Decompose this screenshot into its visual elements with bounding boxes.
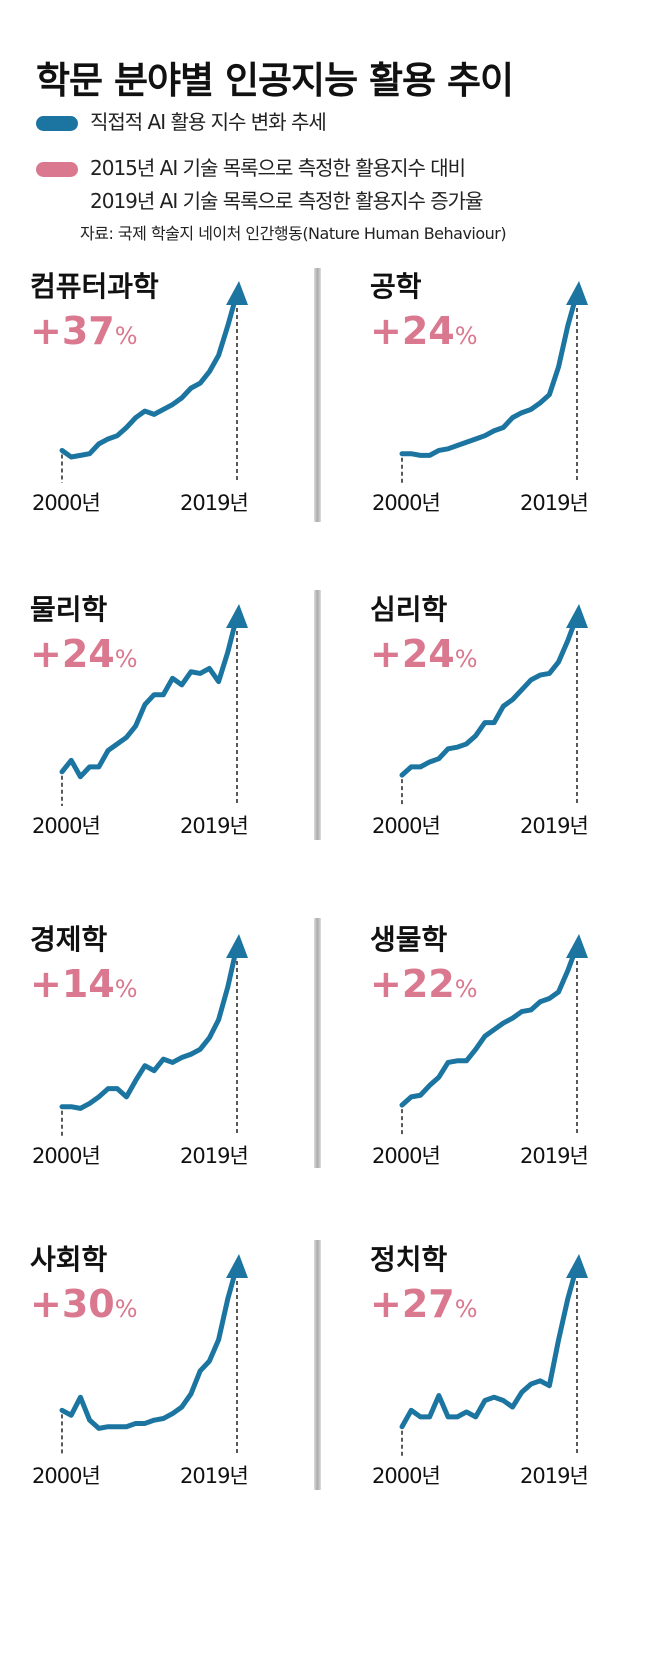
increase-value: +37 — [30, 309, 115, 353]
field-name: 생물학 — [370, 923, 448, 956]
arrow-head-icon — [566, 604, 588, 628]
x-end-label: 2019년 — [520, 814, 589, 838]
trend-line — [399, 290, 580, 458]
trend-chart — [399, 604, 588, 806]
x-end-label: 2019년 — [520, 491, 589, 515]
increase-value: +22 — [370, 962, 455, 1006]
source-note: 자료: 국제 학술지 네이처 인간행동(Nature Human Behavio… — [80, 224, 507, 243]
trend-line — [399, 1263, 580, 1430]
trend-chart — [399, 1254, 588, 1456]
percent-sign: % — [114, 645, 138, 673]
field-name: 정치학 — [370, 1243, 448, 1276]
panel-divider — [314, 590, 321, 840]
increase-value: +30 — [30, 1282, 115, 1326]
x-end-label: 2019년 — [180, 814, 249, 838]
percent-sign: % — [114, 322, 138, 350]
field-name: 심리학 — [370, 593, 448, 626]
percent-sign: % — [454, 975, 478, 1003]
panel-7: 정치학 +27% 2000년 2019년 — [370, 1238, 658, 1558]
x-start-label: 2000년 — [32, 1464, 101, 1488]
arrow-head-icon — [226, 934, 248, 958]
arrow-head-icon — [566, 934, 588, 958]
panel-5: 생물학 +22% 2000년 2019년 — [370, 918, 658, 1238]
increase-rate: +24% — [30, 632, 138, 676]
percent-sign: % — [454, 645, 478, 673]
increase-value: +24 — [370, 632, 455, 676]
legend-swatch-pink — [36, 162, 78, 177]
x-start-label: 2000년 — [372, 814, 441, 838]
percent-sign: % — [454, 1295, 478, 1323]
panel-divider — [314, 1240, 321, 1490]
legend-item-trend: 직접적 AI 활용 지수 변화 추세 — [36, 106, 327, 135]
trend-line — [59, 290, 240, 460]
panel-2: 물리학 +24% 2000년 2019년 — [30, 588, 320, 908]
chart-title: 학문 분야별 인공지능 활용 추이 — [36, 59, 514, 102]
arrow-head-icon — [226, 281, 248, 305]
arrow-head-icon — [566, 1254, 588, 1278]
x-start-label: 2000년 — [32, 1144, 101, 1168]
field-name: 사회학 — [30, 1243, 108, 1276]
field-name: 공학 — [370, 270, 422, 303]
x-end-label: 2019년 — [180, 1464, 249, 1488]
x-start-label: 2000년 — [372, 491, 441, 515]
trend-line — [399, 943, 580, 1108]
field-name: 컴퓨터과학 — [30, 270, 159, 303]
panel-3: 심리학 +24% 2000년 2019년 — [370, 588, 658, 908]
trend-chart — [59, 604, 248, 806]
panel-6: 사회학 +30% 2000년 2019년 — [30, 1238, 320, 1558]
percent-sign: % — [114, 1295, 138, 1323]
panel-0: 컴퓨터과학 +37% 2000년 2019년 — [30, 265, 320, 585]
increase-rate: +27% — [370, 1282, 478, 1326]
increase-value: +24 — [370, 309, 455, 353]
increase-rate: +14% — [30, 962, 138, 1006]
trend-chart — [59, 281, 248, 483]
trend-chart — [59, 934, 248, 1136]
x-start-label: 2000년 — [372, 1144, 441, 1168]
trend-chart — [399, 934, 588, 1136]
panel-divider — [314, 268, 321, 522]
trend-line — [59, 1263, 240, 1431]
panel-1: 공학 +24% 2000년 2019년 — [370, 265, 658, 585]
increase-rate: +24% — [370, 632, 478, 676]
increase-rate: +22% — [370, 962, 478, 1006]
legend-item-increase: 2015년 AI 기술 목록으로 측정한 활용지수 대비 — [36, 152, 466, 181]
increase-value: +24 — [30, 632, 115, 676]
panel-4: 경제학 +14% 2000년 2019년 — [30, 918, 320, 1238]
field-name: 물리학 — [30, 593, 108, 626]
x-end-label: 2019년 — [180, 1144, 249, 1168]
arrow-head-icon — [226, 604, 248, 628]
panel-divider — [314, 918, 321, 1168]
increase-value: +14 — [30, 962, 115, 1006]
percent-sign: % — [114, 975, 138, 1003]
legend-label-line2: 2019년 AI 기술 목록으로 측정한 활용지수 증가율 — [90, 189, 483, 213]
trend-chart — [399, 281, 588, 483]
legend-label: 직접적 AI 활용 지수 변화 추세 — [90, 110, 327, 134]
increase-rate: +37% — [30, 309, 138, 353]
percent-sign: % — [454, 322, 478, 350]
trend-chart — [59, 1254, 248, 1456]
x-end-label: 2019년 — [520, 1144, 589, 1168]
arrow-head-icon — [566, 281, 588, 305]
x-end-label: 2019년 — [520, 1464, 589, 1488]
legend-swatch-blue — [36, 116, 78, 131]
trend-line — [59, 613, 240, 780]
increase-value: +27 — [370, 1282, 455, 1326]
x-start-label: 2000년 — [32, 491, 101, 515]
arrow-head-icon — [226, 1254, 248, 1278]
x-end-label: 2019년 — [180, 491, 249, 515]
increase-rate: +24% — [370, 309, 478, 353]
x-start-label: 2000년 — [32, 814, 101, 838]
legend-label: 2015년 AI 기술 목록으로 측정한 활용지수 대비 — [90, 156, 466, 180]
trend-line — [399, 613, 580, 778]
increase-rate: +30% — [30, 1282, 138, 1326]
trend-line — [59, 943, 240, 1111]
field-name: 경제학 — [30, 923, 108, 956]
x-start-label: 2000년 — [372, 1464, 441, 1488]
